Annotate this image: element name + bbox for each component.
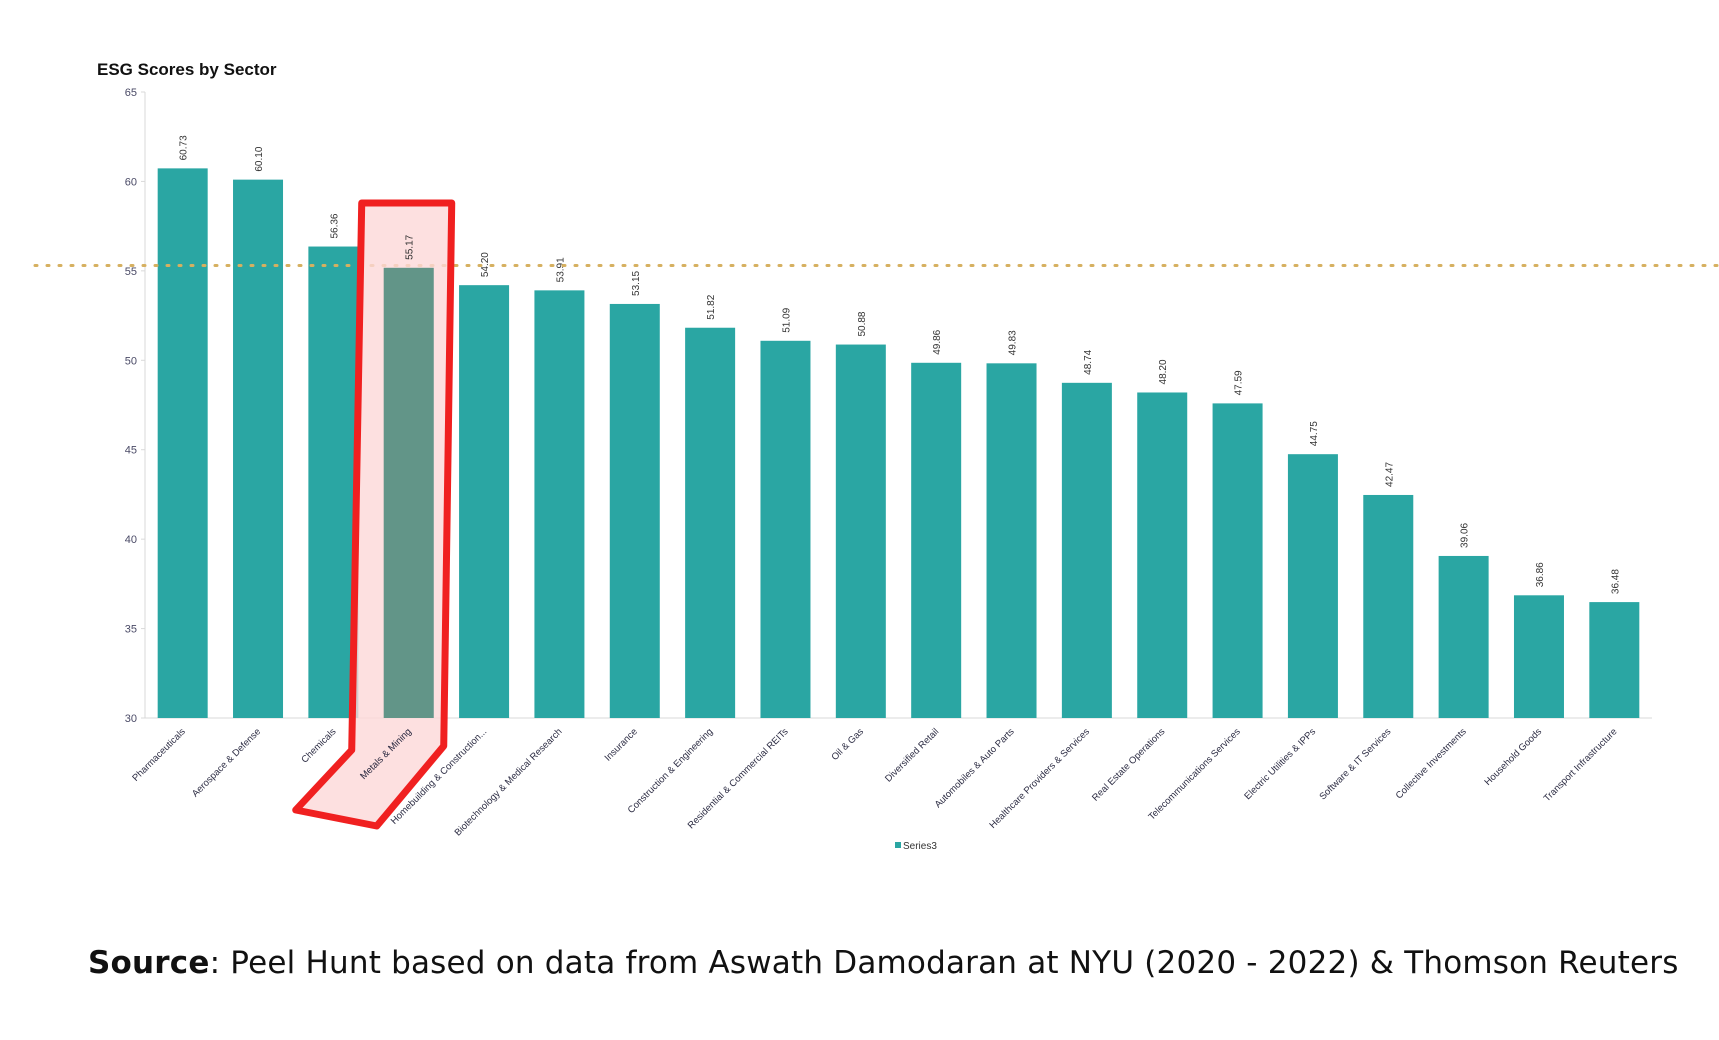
x-tick-label: Insurance	[603, 726, 640, 763]
bar	[1438, 555, 1489, 718]
bar	[157, 168, 208, 718]
data-label: 51.82	[706, 294, 717, 319]
bar	[308, 246, 359, 718]
data-label: 53.15	[631, 270, 642, 295]
x-tick-label: Telecommunications Services	[1146, 726, 1242, 822]
x-tick-label: Diversified Retail	[883, 726, 941, 784]
data-label-highlighted: 55.17	[405, 234, 416, 259]
data-label: 53.91	[555, 257, 566, 282]
x-tick-label: Oil & Gas	[829, 726, 866, 763]
esg-bar-chart: ESG Scores by Sector 30 35 40 45 50 55 60 65 60…	[33, 60, 1719, 852]
data-label: 51.09	[781, 307, 792, 332]
data-label: 50.88	[857, 311, 868, 336]
bar	[911, 362, 962, 718]
data-label: 36.86	[1535, 562, 1546, 587]
x-tick-label: Household Goods	[1483, 726, 1545, 788]
data-label: 48.20	[1158, 359, 1169, 384]
y-tick-label: 45	[125, 445, 137, 457]
data-label: 60.10	[254, 146, 265, 171]
y-tick-label: 55	[125, 266, 137, 278]
bar	[609, 303, 660, 718]
data-label: 39.06	[1460, 522, 1471, 547]
data-label: 48.74	[1083, 349, 1094, 374]
bar	[1212, 403, 1263, 718]
data-label: 44.75	[1309, 421, 1320, 446]
x-tick-label: Aerospace & Defense	[190, 726, 263, 799]
bar	[233, 179, 284, 718]
data-label: 49.86	[932, 329, 943, 354]
data-label: 36.48	[1610, 569, 1621, 594]
bar	[1513, 595, 1564, 718]
y-tick-label: 65	[125, 87, 137, 99]
bar-highlighted	[383, 267, 434, 718]
bar	[835, 344, 886, 718]
x-tick-label: Transport Infrastructure	[1542, 726, 1620, 804]
x-tick-label: Real Estate Operations	[1090, 726, 1167, 803]
legend-label: Series3	[903, 841, 937, 852]
x-tick-label: Collective Investments	[1394, 726, 1469, 801]
legend: Series3	[895, 841, 937, 852]
y-tick-label: 50	[125, 355, 137, 367]
source-note: Source: Peel Hunt based on data from Asw…	[88, 945, 1679, 981]
bar	[986, 363, 1037, 718]
bar	[1363, 494, 1414, 718]
bar	[1137, 392, 1188, 718]
bar	[1589, 602, 1640, 718]
x-tick-label: Software & IT Services	[1317, 726, 1393, 802]
bar	[760, 340, 811, 718]
x-tick-label: Construction & Engineering	[626, 726, 716, 816]
bar	[534, 290, 585, 718]
x-tick-label: Chemicals	[299, 726, 338, 765]
bar	[459, 285, 510, 718]
data-label: 56.36	[329, 213, 340, 238]
x-tick-label: Automobiles & Auto Parts	[933, 726, 1017, 810]
legend-swatch	[895, 842, 901, 848]
data-label: 54.20	[480, 252, 491, 277]
data-label: 47.59	[1234, 370, 1245, 395]
source-text: : Peel Hunt based on data from Aswath Da…	[209, 945, 1679, 981]
bar	[1061, 382, 1112, 718]
chart-title: ESG Scores by Sector	[97, 60, 277, 79]
source-label: Source	[88, 945, 210, 981]
y-tick-label: 60	[125, 176, 137, 188]
y-tick-label: 35	[125, 624, 137, 636]
y-tick-label: 30	[125, 713, 137, 725]
bar	[1287, 454, 1338, 718]
data-label: 60.73	[179, 135, 190, 160]
data-label: 42.47	[1384, 462, 1395, 487]
x-tick-label: Pharmaceuticals	[130, 726, 188, 784]
data-label: 49.83	[1008, 330, 1019, 355]
bar	[685, 327, 736, 718]
y-tick-label: 40	[125, 534, 137, 546]
x-tick-label: Electric Utilities & IPPs	[1242, 726, 1318, 802]
